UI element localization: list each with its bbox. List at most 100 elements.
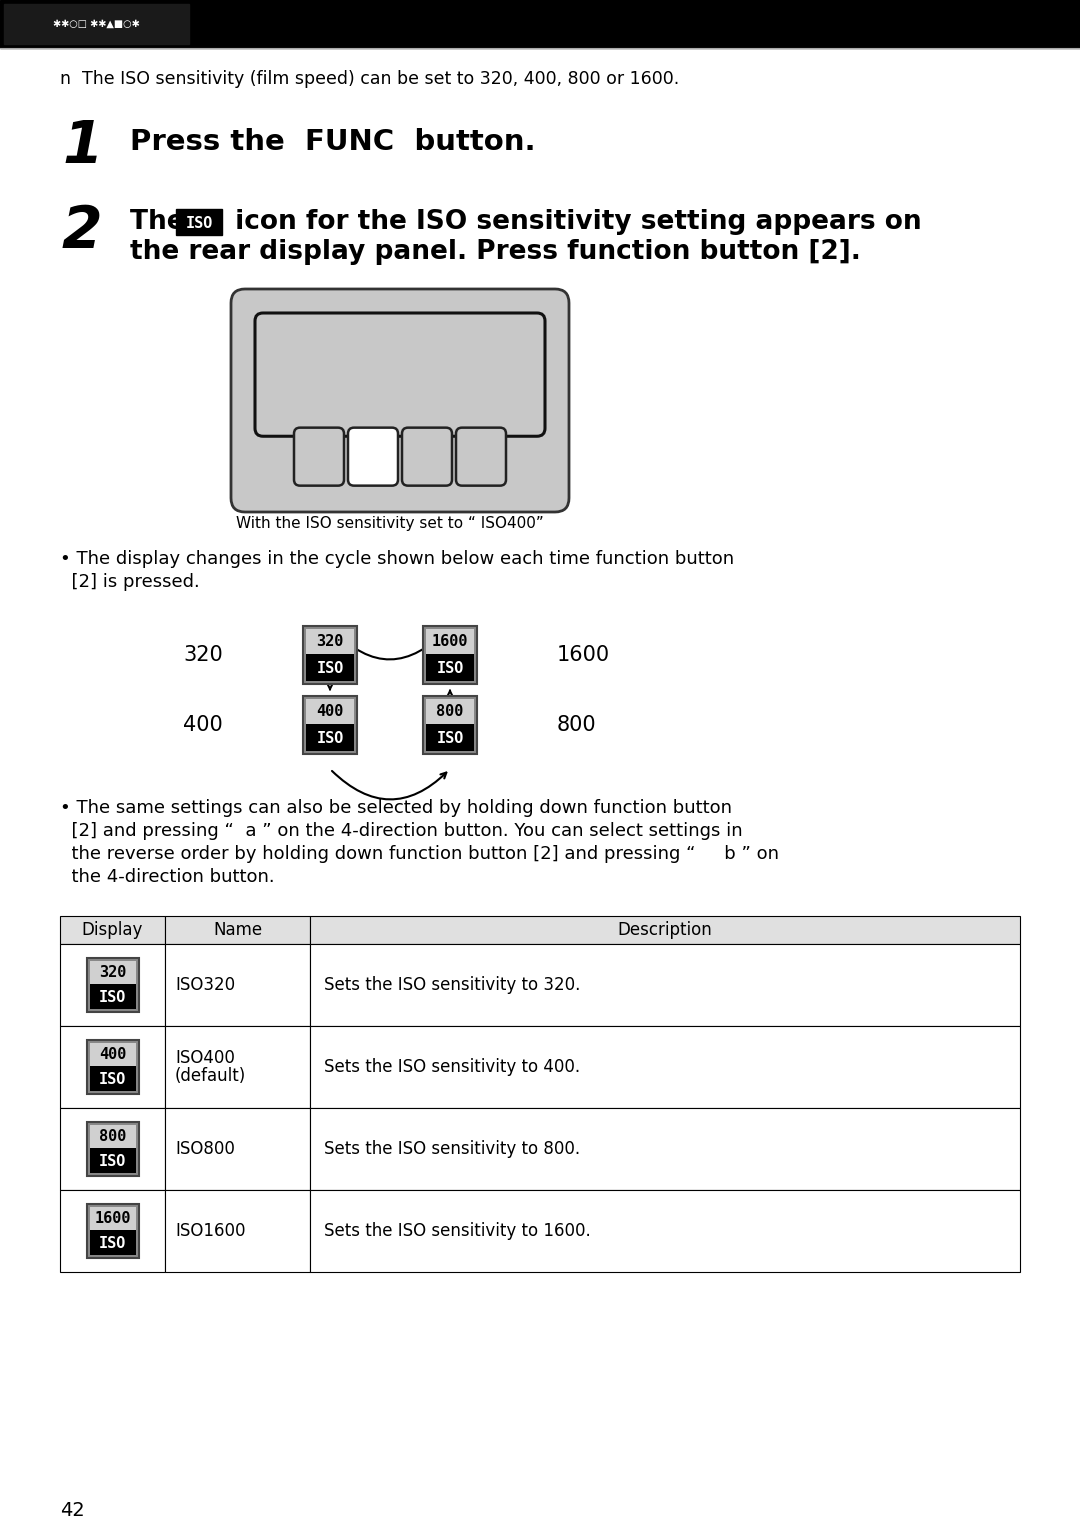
Bar: [90, 985, 135, 1009]
Bar: [423, 627, 477, 684]
Text: Name: Name: [213, 922, 262, 938]
Text: ISO: ISO: [436, 731, 463, 746]
FancyBboxPatch shape: [231, 289, 569, 511]
Bar: [90, 1124, 135, 1147]
Bar: [86, 1204, 138, 1258]
Bar: [426, 699, 474, 723]
Text: • The display changes in the cycle shown below each time function button: • The display changes in the cycle shown…: [60, 550, 734, 568]
Bar: [90, 1043, 135, 1066]
Text: • The same settings can also be selected by holding down function button: • The same settings can also be selected…: [60, 799, 732, 817]
Text: 1: 1: [62, 118, 103, 175]
Text: Sets the ISO sensitivity to 1600.: Sets the ISO sensitivity to 1600.: [324, 1223, 591, 1240]
Bar: [60, 945, 165, 1026]
FancyBboxPatch shape: [402, 427, 453, 485]
Text: 400: 400: [316, 703, 343, 719]
Bar: [165, 945, 310, 1026]
Text: ✱✱  ▼▼✱■✱  ▼✱✱  ✱✱■▲▼✱✱✱✱▼❙: ✱✱ ▼▼✱■✱ ▼✱✱ ✱✱■▲▼✱✱✱✱▼❙: [519, 17, 761, 31]
Bar: [310, 1107, 1020, 1190]
Bar: [4, 5, 189, 45]
Text: (default): (default): [175, 1068, 246, 1084]
Bar: [0, 0, 1080, 48]
Bar: [303, 696, 357, 754]
Bar: [90, 1230, 135, 1255]
Bar: [310, 945, 1020, 1026]
Text: the reverse order by holding down function button [2] and pressing “     b ” on: the reverse order by holding down functi…: [60, 845, 779, 863]
Text: [2] and pressing “  a ” on the 4-direction button. You can select settings in: [2] and pressing “ a ” on the 4-directio…: [60, 822, 743, 840]
Text: the 4-direction button.: the 4-direction button.: [60, 868, 274, 886]
Bar: [86, 1040, 138, 1094]
Bar: [423, 696, 477, 754]
FancyBboxPatch shape: [255, 313, 545, 436]
Text: 1600: 1600: [557, 645, 610, 665]
Text: 320: 320: [184, 645, 222, 665]
Bar: [86, 1121, 138, 1177]
Bar: [60, 1190, 165, 1272]
Bar: [165, 1107, 310, 1190]
Text: icon for the ISO sensitivity setting appears on: icon for the ISO sensitivity setting app…: [226, 209, 921, 235]
Bar: [60, 915, 165, 945]
FancyBboxPatch shape: [348, 427, 399, 485]
Text: ✱✱○□ ✱✱▲■○✱: ✱✱○□ ✱✱▲■○✱: [53, 18, 140, 29]
Bar: [90, 962, 135, 985]
Text: n  The ISO sensitivity (film speed) can be set to 320, 400, 800 or 1600.: n The ISO sensitivity (film speed) can b…: [60, 71, 679, 88]
Text: ISO400: ISO400: [175, 1049, 234, 1068]
FancyBboxPatch shape: [294, 427, 345, 485]
Bar: [86, 958, 138, 1012]
Bar: [306, 723, 354, 751]
Text: Description: Description: [618, 922, 713, 938]
Bar: [86, 1121, 138, 1177]
Bar: [310, 1190, 1020, 1272]
Bar: [310, 1026, 1020, 1107]
Bar: [176, 209, 222, 235]
Text: [2] is pressed.: [2] is pressed.: [60, 573, 200, 591]
Text: ISO: ISO: [436, 662, 463, 676]
Bar: [306, 630, 354, 654]
Bar: [165, 1026, 310, 1107]
Text: 1600: 1600: [94, 1210, 131, 1226]
Bar: [426, 630, 474, 654]
Text: 42: 42: [60, 1501, 84, 1519]
Text: 1600: 1600: [432, 634, 469, 648]
Text: Press the  FUNC  button.: Press the FUNC button.: [130, 127, 536, 157]
Text: 800: 800: [557, 714, 596, 736]
Text: 2: 2: [62, 203, 103, 260]
Text: 400: 400: [98, 1048, 126, 1061]
Text: ISO: ISO: [98, 991, 126, 1006]
Bar: [303, 696, 357, 754]
Text: ISO: ISO: [316, 662, 343, 676]
Bar: [303, 627, 357, 684]
Text: ISO320: ISO320: [175, 975, 235, 994]
Text: ISO: ISO: [98, 1236, 126, 1252]
Bar: [426, 654, 474, 680]
Bar: [423, 627, 477, 684]
Text: ISO800: ISO800: [175, 1140, 234, 1158]
Bar: [423, 696, 477, 754]
Text: ISO: ISO: [98, 1155, 126, 1169]
Text: 320: 320: [316, 634, 343, 648]
Text: 800: 800: [436, 703, 463, 719]
Text: 320: 320: [98, 965, 126, 980]
Bar: [303, 627, 357, 684]
Bar: [165, 915, 310, 945]
Text: ISO: ISO: [186, 215, 213, 230]
Text: Sets the ISO sensitivity to 400.: Sets the ISO sensitivity to 400.: [324, 1058, 580, 1077]
Text: Display: Display: [82, 922, 144, 938]
Text: Sets the ISO sensitivity to 800.: Sets the ISO sensitivity to 800.: [324, 1140, 580, 1158]
Bar: [60, 1107, 165, 1190]
Bar: [90, 1066, 135, 1091]
Text: The: The: [130, 209, 193, 235]
FancyBboxPatch shape: [456, 427, 507, 485]
Bar: [426, 723, 474, 751]
Text: 400: 400: [184, 714, 222, 736]
Bar: [165, 1190, 310, 1272]
Bar: [86, 1204, 138, 1258]
Text: ISO: ISO: [98, 1072, 126, 1087]
Text: ISO1600: ISO1600: [175, 1223, 245, 1240]
Bar: [306, 654, 354, 680]
Bar: [306, 699, 354, 723]
Bar: [86, 958, 138, 1012]
Text: With the ISO sensitivity set to “ ISO400”: With the ISO sensitivity set to “ ISO400…: [237, 516, 544, 531]
Text: the rear display panel. Press function button [2].: the rear display panel. Press function b…: [130, 240, 861, 266]
Text: ISO: ISO: [316, 731, 343, 746]
Bar: [86, 1040, 138, 1094]
